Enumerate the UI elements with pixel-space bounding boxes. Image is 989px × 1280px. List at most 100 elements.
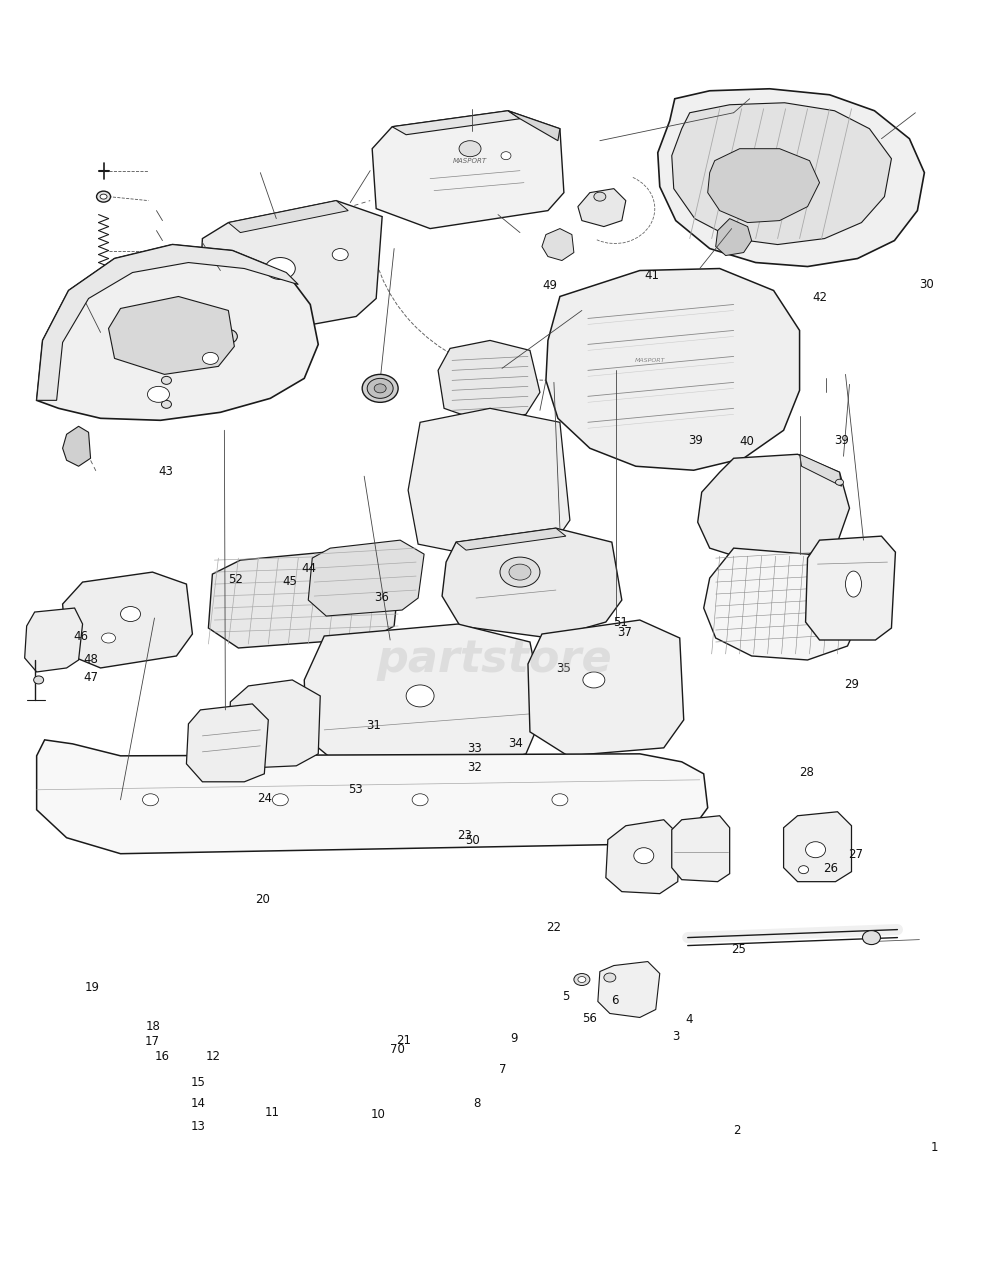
Ellipse shape [634, 847, 654, 864]
Polygon shape [309, 540, 424, 616]
Text: 47: 47 [84, 671, 99, 684]
Ellipse shape [583, 672, 605, 687]
Polygon shape [393, 111, 520, 134]
Ellipse shape [406, 685, 434, 707]
Text: 13: 13 [190, 1120, 205, 1134]
Text: 21: 21 [396, 1033, 410, 1047]
Text: 50: 50 [465, 835, 480, 847]
Polygon shape [546, 269, 799, 470]
Ellipse shape [509, 564, 531, 580]
Polygon shape [187, 704, 268, 782]
Ellipse shape [374, 384, 386, 393]
Text: 10: 10 [371, 1107, 386, 1121]
Text: 28: 28 [799, 767, 814, 780]
Text: 46: 46 [74, 630, 89, 643]
Text: 4: 4 [685, 1014, 692, 1027]
Polygon shape [672, 815, 730, 882]
Text: 17: 17 [144, 1034, 160, 1048]
Ellipse shape [593, 192, 606, 201]
Polygon shape [708, 148, 820, 223]
Polygon shape [228, 680, 320, 768]
Ellipse shape [501, 152, 511, 160]
Polygon shape [199, 201, 382, 337]
Text: 31: 31 [366, 719, 381, 732]
Text: 11: 11 [264, 1106, 279, 1120]
Text: 20: 20 [255, 893, 270, 906]
Text: 39: 39 [835, 434, 850, 447]
Polygon shape [305, 625, 544, 772]
Text: 8: 8 [473, 1097, 480, 1111]
Polygon shape [528, 620, 683, 755]
Polygon shape [25, 608, 82, 672]
Ellipse shape [121, 607, 140, 622]
Ellipse shape [161, 401, 171, 408]
Ellipse shape [798, 865, 809, 874]
Text: 41: 41 [645, 269, 660, 282]
Polygon shape [578, 188, 626, 227]
Polygon shape [209, 548, 401, 648]
Polygon shape [228, 201, 348, 233]
Text: 7: 7 [499, 1062, 507, 1076]
Polygon shape [372, 111, 564, 229]
Text: 48: 48 [84, 653, 99, 666]
Ellipse shape [225, 333, 232, 339]
Text: 36: 36 [374, 591, 389, 604]
Ellipse shape [574, 974, 589, 986]
Text: MASPORT: MASPORT [635, 358, 665, 364]
Polygon shape [62, 426, 91, 466]
Ellipse shape [578, 977, 585, 983]
Ellipse shape [552, 794, 568, 806]
Text: 35: 35 [556, 662, 571, 675]
Ellipse shape [500, 557, 540, 588]
Text: 5: 5 [562, 991, 569, 1004]
Ellipse shape [836, 479, 844, 485]
Polygon shape [37, 740, 708, 854]
Text: 45: 45 [282, 575, 297, 588]
Text: 27: 27 [848, 849, 863, 861]
Text: 24: 24 [257, 792, 273, 805]
Text: 53: 53 [348, 783, 363, 796]
Ellipse shape [332, 248, 348, 261]
Text: 33: 33 [467, 742, 482, 755]
Ellipse shape [459, 141, 481, 156]
Text: MASPORT: MASPORT [453, 157, 488, 164]
Text: 15: 15 [190, 1075, 205, 1089]
Polygon shape [109, 297, 234, 374]
Polygon shape [508, 111, 560, 141]
Polygon shape [672, 102, 891, 244]
Text: 42: 42 [813, 291, 828, 303]
Ellipse shape [862, 931, 880, 945]
Polygon shape [438, 340, 540, 422]
Ellipse shape [604, 973, 616, 982]
Text: 37: 37 [617, 626, 632, 639]
Polygon shape [606, 819, 679, 893]
Ellipse shape [265, 257, 296, 279]
Ellipse shape [367, 379, 394, 398]
Polygon shape [37, 244, 318, 420]
Ellipse shape [97, 191, 111, 202]
Text: 12: 12 [206, 1050, 222, 1064]
Text: 40: 40 [740, 435, 755, 448]
Ellipse shape [362, 374, 399, 402]
Text: 6: 6 [611, 995, 618, 1007]
Polygon shape [806, 536, 895, 640]
Text: 22: 22 [546, 922, 561, 934]
Polygon shape [37, 244, 299, 401]
Ellipse shape [161, 355, 171, 362]
Text: 2: 2 [734, 1124, 741, 1138]
Text: 52: 52 [227, 573, 242, 586]
Ellipse shape [161, 376, 171, 384]
Text: 43: 43 [158, 465, 174, 477]
Polygon shape [542, 229, 574, 261]
Text: 16: 16 [154, 1050, 170, 1064]
Ellipse shape [142, 794, 158, 806]
Polygon shape [598, 961, 660, 1018]
Text: 51: 51 [613, 616, 628, 628]
Text: 3: 3 [673, 1029, 679, 1043]
Polygon shape [783, 812, 852, 882]
Polygon shape [799, 454, 842, 486]
Ellipse shape [34, 676, 44, 684]
Text: 18: 18 [145, 1019, 161, 1033]
Text: 56: 56 [583, 1012, 597, 1025]
Polygon shape [704, 548, 861, 660]
